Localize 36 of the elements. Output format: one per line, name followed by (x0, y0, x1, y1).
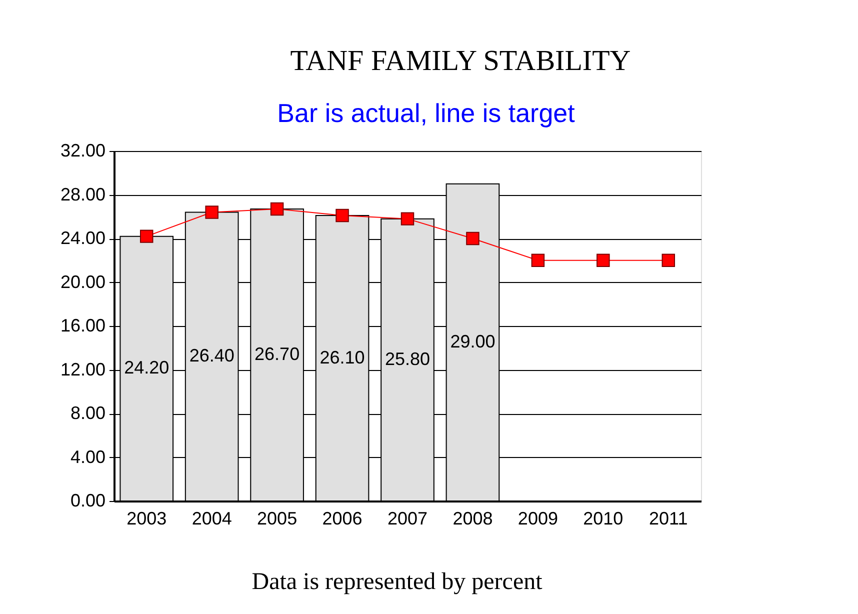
y-tick-label: 20.00 (60, 272, 106, 292)
chart-title: TANF FAMILY STABILITY (290, 45, 631, 77)
data-label: 26.10 (320, 347, 365, 368)
x-tick-label: 2011 (649, 508, 688, 528)
point (205, 206, 218, 219)
data-label: 24.20 (124, 358, 170, 378)
x-tick-label: 2006 (322, 508, 362, 528)
x-tick-label: 2004 (192, 508, 232, 528)
point (270, 202, 284, 216)
text: Data is represented by percent (252, 569, 543, 595)
y-tick-label: 28.00 (60, 184, 106, 204)
point (336, 208, 349, 222)
y-tick-label: 12.00 (60, 359, 106, 380)
x-tick-label: 2010 (583, 508, 624, 528)
x-tick-label: 2009 (518, 508, 558, 528)
y-tick-label: 8.00 (70, 403, 106, 423)
point (531, 254, 545, 267)
chart-subtitle: Bar is actual, line is target (277, 98, 576, 128)
data-label: 29.00 (450, 331, 496, 352)
y-tick-label: 32.00 (60, 140, 106, 160)
x-tick-label: 2007 (387, 508, 428, 528)
y-tick-label: 4.00 (70, 446, 106, 467)
y-tick-label: 0.00 (70, 490, 106, 510)
point (466, 232, 480, 246)
point (140, 230, 154, 243)
data-label: 26.70 (254, 344, 300, 364)
data-label: 26.40 (189, 346, 234, 366)
point (400, 212, 414, 226)
x-tick-label: 2003 (126, 508, 167, 528)
x-tick-label: 2008 (452, 508, 493, 528)
x-tick-label: 2005 (257, 508, 298, 528)
point (596, 254, 610, 267)
data-label: 25.80 (384, 348, 430, 369)
y-tick-label: 24.00 (60, 228, 106, 248)
point (662, 254, 676, 267)
y-tick-label: 16.00 (60, 316, 106, 336)
